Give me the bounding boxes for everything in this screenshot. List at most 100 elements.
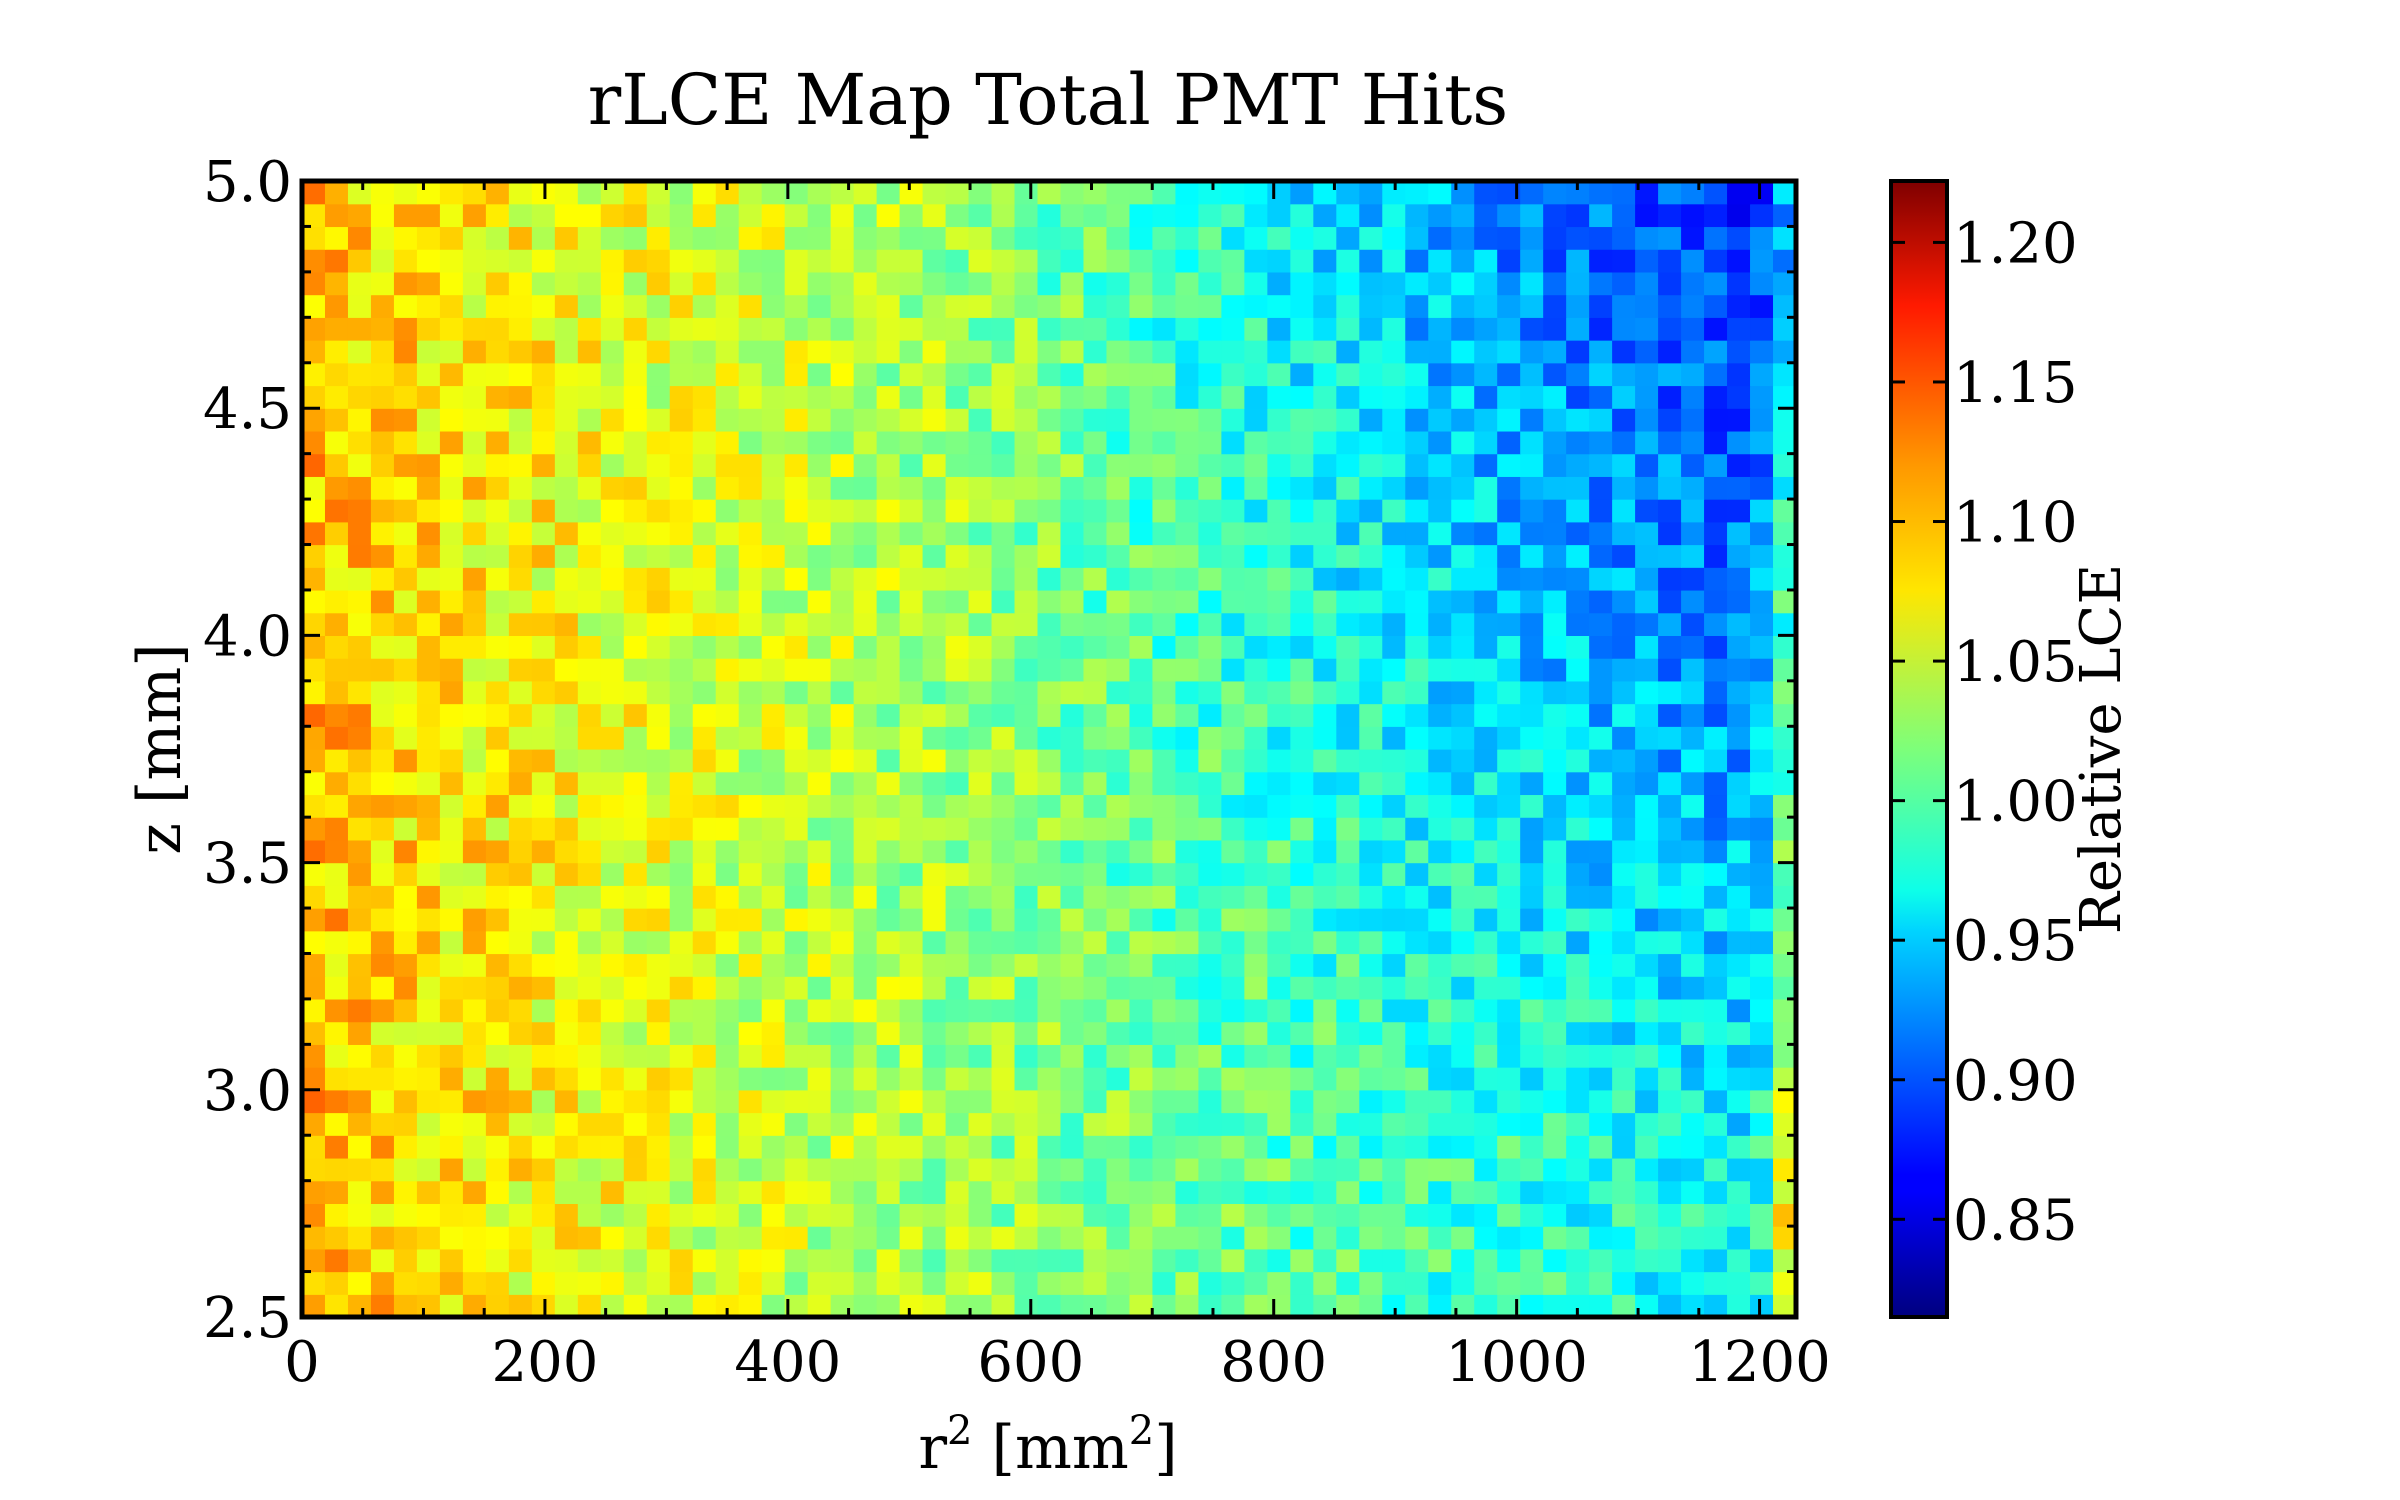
heatmap-cell [991,226,1016,250]
heatmap-cell [1359,1021,1383,1045]
heatmap-cell [1681,181,1705,205]
heatmap-cell [922,589,947,614]
heatmap-cell [370,453,395,477]
heatmap-cell [1428,658,1452,682]
heatmap-cell [1543,521,1567,546]
heatmap-cell [1106,1226,1131,1250]
heatmap-cell [1428,771,1452,796]
heatmap-cell [922,499,947,523]
heatmap-cell [1083,589,1108,614]
heatmap-cell [1129,1112,1154,1136]
heatmap-cell [1359,181,1383,205]
heatmap-cell [1014,362,1039,387]
heatmap-cell [1037,908,1062,932]
heatmap-cell [945,1135,970,1159]
heatmap-cell [807,1157,832,1182]
heatmap-cell [577,1203,602,1227]
heatmap-cell [692,294,717,318]
heatmap-cell [370,771,395,796]
heatmap-cell [738,1021,763,1045]
heatmap-cell [1382,953,1406,977]
heatmap-cell [1681,1180,1705,1204]
heatmap-cell [462,1248,487,1273]
heatmap-cell [1589,908,1613,932]
heatmap-cell [853,1180,878,1204]
heatmap-cell [1014,1112,1039,1136]
heatmap-cell [646,340,671,364]
heatmap-cell [1336,385,1360,409]
heatmap-cell [1014,340,1039,364]
heatmap-cell [531,317,556,341]
heatmap-cell [1290,1067,1314,1091]
heatmap-cell [1267,658,1291,682]
heatmap-cell [830,1157,855,1182]
heatmap-cell [462,1294,487,1318]
heatmap-cell [1290,794,1314,818]
heatmap-cell [991,658,1016,682]
heatmap-cell [876,1203,901,1227]
heatmap-cell [1566,1044,1590,1068]
heatmap-cell [1704,1089,1728,1114]
heatmap-cell [577,499,602,523]
heatmap-cell [1543,408,1567,432]
heatmap-cell [1175,839,1199,864]
heatmap-cell [485,839,510,864]
heatmap-cell [416,817,441,841]
heatmap-cell [462,317,487,341]
heatmap-cell [1658,430,1682,455]
heatmap-cell [1520,203,1544,228]
colorbar-tick-label: 0.90 [1953,1049,2078,1114]
heatmap-cell [1405,1089,1429,1114]
heatmap-cell [1152,794,1177,818]
heatmap-cell [646,1271,671,1295]
heatmap-cell [945,862,970,886]
heatmap-cell [370,499,395,523]
heatmap-cell [1635,1067,1659,1091]
heatmap-cell [1106,521,1131,546]
heatmap-cell [1152,1112,1177,1136]
heatmap-cell [1244,839,1268,864]
heatmap-cell [1267,1226,1291,1250]
heatmap-cell [1198,862,1222,886]
heatmap-cell [807,1067,832,1091]
heatmap-cell [1083,226,1108,250]
heatmap-cell [416,771,441,796]
heatmap-cell [347,203,372,228]
heatmap-cell [577,839,602,864]
heatmap-cell [1681,976,1705,1000]
heatmap-cell [1543,430,1567,455]
heatmap-cell [807,1180,832,1204]
heatmap-cell [1221,430,1245,455]
heatmap-cell [1313,680,1337,705]
heatmap-cell [1083,1226,1108,1250]
heatmap-cell [1566,1067,1590,1091]
heatmap-cell [876,1021,901,1045]
heatmap-cell [692,1203,717,1227]
heatmap-cell [1083,1203,1108,1227]
heatmap-cell [830,544,855,568]
heatmap-cell [784,1067,809,1091]
heatmap-cell [899,499,924,523]
heatmap-cell [1014,658,1039,682]
heatmap-cell [416,635,441,659]
heatmap-cell [1520,1180,1544,1204]
heatmap-cell [646,1203,671,1227]
heatmap-cell [1773,1089,1797,1114]
heatmap-cell [968,680,993,705]
heatmap-cell [1382,476,1406,500]
heatmap-cell [807,1112,832,1136]
heatmap-cell [324,226,349,250]
heatmap-cell [1198,521,1222,546]
heatmap-cell [715,1180,740,1204]
heatmap-cell [1566,499,1590,523]
heatmap-cell [1566,1157,1590,1182]
heatmap-cell [1428,181,1452,205]
heatmap-cell [1382,1089,1406,1114]
heatmap-cell [1313,362,1337,387]
heatmap-cell [1014,953,1039,977]
heatmap-cell [830,476,855,500]
heatmap-cell [1175,658,1199,682]
heatmap-cell [830,749,855,773]
heatmap-cell [807,226,832,250]
heatmap-cell [1405,1044,1429,1068]
